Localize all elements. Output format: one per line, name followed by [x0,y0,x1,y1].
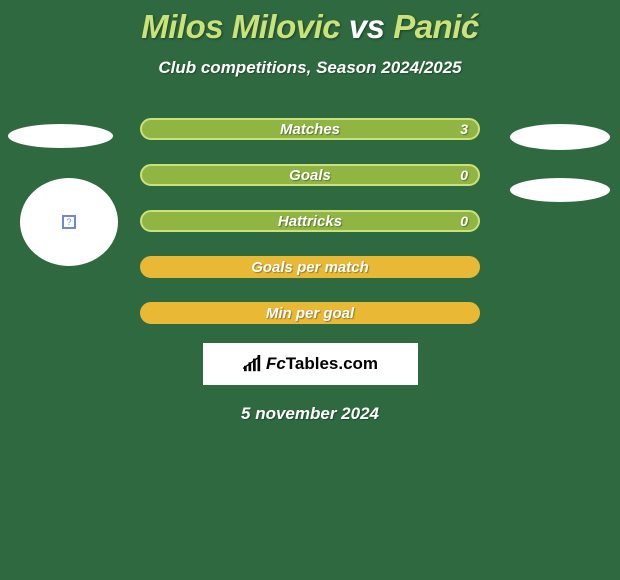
fctables-logo: FcTables.com [203,343,418,385]
stat-value: 0 [460,167,468,183]
title-vs: vs [349,8,385,45]
stat-value: 0 [460,213,468,229]
content: Milos Milovic vs Panić Club competitions… [0,0,620,424]
subtitle: Club competitions, Season 2024/2025 [0,58,620,78]
stat-label: Matches [280,121,340,138]
stat-row-matches: Matches 3 [140,118,480,140]
stat-label: Hattricks [278,213,342,230]
stat-row-goals: Goals 0 [140,164,480,186]
logo-text-rest: Tables.com [286,354,378,373]
stat-label: Min per goal [266,305,354,322]
stat-label: Goals per match [251,259,369,276]
date-text: 5 november 2024 [0,404,620,424]
stat-value: 3 [460,121,468,137]
bar-chart-icon [242,355,264,373]
page-title: Milos Milovic vs Panić [0,8,620,46]
title-player2: Panić [393,8,479,45]
stat-row-min-per-goal: Min per goal [140,302,480,324]
title-player1: Milos Milovic [141,8,340,45]
stat-row-goals-per-match: Goals per match [140,256,480,278]
stat-row-hattricks: Hattricks 0 [140,210,480,232]
logo-text-fc: Fc [266,354,286,373]
logo-text: FcTables.com [266,354,378,374]
stat-rows: Matches 3 Goals 0 Hattricks 0 Goals per … [0,118,620,324]
stat-label: Goals [289,167,331,184]
